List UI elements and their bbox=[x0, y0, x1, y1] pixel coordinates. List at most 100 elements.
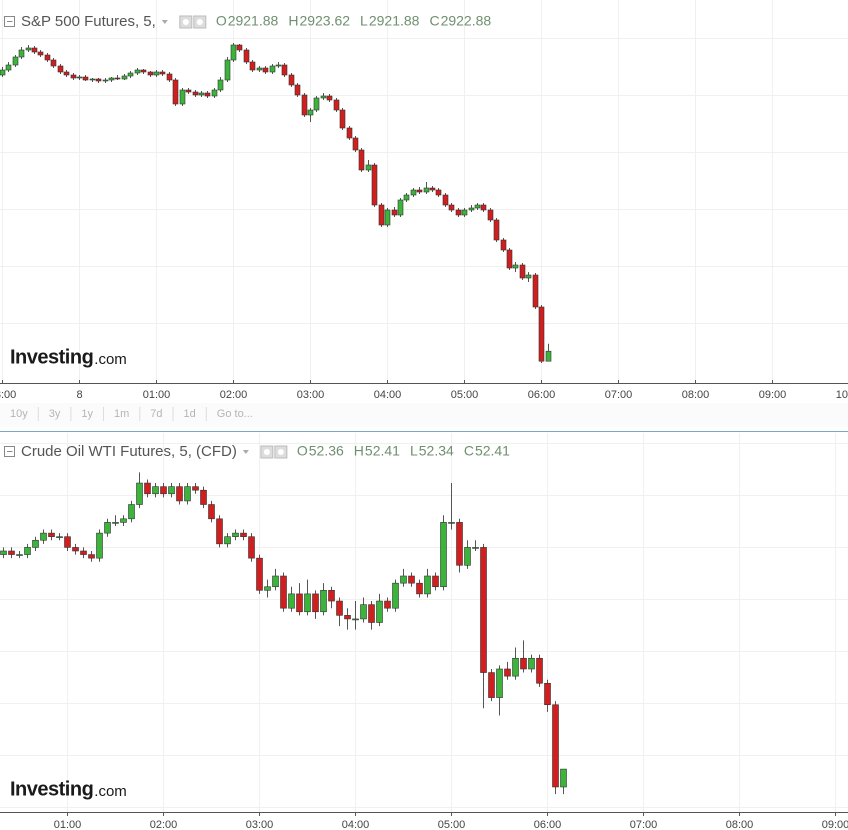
candle-body bbox=[25, 47, 32, 51]
ohlc-letter: H bbox=[288, 13, 298, 29]
candle-body bbox=[204, 92, 211, 97]
candle-body bbox=[493, 219, 500, 241]
candle-body bbox=[172, 79, 179, 105]
candle-body bbox=[249, 61, 256, 71]
candle-body bbox=[114, 77, 121, 80]
candle-body bbox=[12, 56, 19, 66]
candle-body bbox=[40, 532, 47, 541]
candle-body bbox=[307, 109, 314, 116]
candle-body bbox=[208, 504, 215, 520]
candle-body bbox=[424, 575, 431, 595]
candle-body bbox=[403, 194, 410, 201]
candle-body bbox=[368, 604, 375, 623]
ohlc-value: 2923.62 bbox=[299, 13, 350, 29]
candle-body bbox=[104, 522, 111, 534]
candle-body bbox=[440, 522, 447, 588]
x-tick-label: 23:00 bbox=[0, 389, 16, 401]
candle-body bbox=[64, 536, 71, 548]
x-tick-label: 02:00 bbox=[220, 389, 248, 401]
candle-body bbox=[456, 522, 463, 566]
dropdown-caret[interactable] bbox=[161, 20, 168, 24]
range-button[interactable]: 1y bbox=[81, 408, 93, 420]
candle-body bbox=[464, 547, 471, 566]
candle-body bbox=[442, 194, 449, 206]
range-button[interactable]: 1d bbox=[184, 408, 196, 420]
candle-body bbox=[102, 79, 109, 82]
candle-body bbox=[474, 204, 481, 209]
chart-title: Crude Oil WTI Futures, 5, (CFD) bbox=[21, 443, 237, 460]
candle-body bbox=[120, 518, 127, 523]
candle-body bbox=[480, 547, 487, 673]
candle-body bbox=[525, 274, 532, 279]
candle-body bbox=[320, 590, 327, 613]
candle-body bbox=[365, 164, 372, 171]
candle-body bbox=[512, 264, 519, 269]
candle-body bbox=[96, 532, 103, 559]
candle-body bbox=[63, 71, 70, 76]
candle-body bbox=[127, 72, 134, 77]
ohlc-value: 52.41 bbox=[365, 443, 400, 459]
candle-body bbox=[400, 575, 407, 584]
candle-body bbox=[280, 575, 287, 609]
candle-body bbox=[423, 187, 430, 193]
candle-body bbox=[416, 189, 423, 193]
x-tick-label: 09:00 bbox=[822, 819, 848, 830]
x-tick-label: 01:00 bbox=[54, 819, 82, 830]
candle-body bbox=[200, 489, 207, 505]
candle-body bbox=[70, 74, 77, 79]
range-button[interactable]: Go to... bbox=[217, 408, 253, 420]
ohlc-letter: O bbox=[297, 443, 308, 459]
candle-body bbox=[248, 536, 255, 559]
candle-body bbox=[320, 95, 327, 99]
candle-body bbox=[136, 482, 143, 505]
candle-body bbox=[448, 522, 455, 524]
candle-body bbox=[44, 54, 51, 61]
candle-body bbox=[538, 306, 545, 362]
candle-body bbox=[376, 600, 383, 623]
dropdown-caret[interactable] bbox=[242, 450, 249, 454]
candle-body bbox=[179, 89, 186, 105]
ohlc-value: 2921.88 bbox=[228, 13, 279, 29]
ohlc-value: 52.36 bbox=[309, 443, 344, 459]
range-button[interactable]: 10y bbox=[10, 408, 28, 420]
candle-body bbox=[232, 532, 239, 537]
watermark-brand: Investing bbox=[10, 346, 93, 368]
candle-body bbox=[147, 71, 154, 76]
candle-body bbox=[211, 89, 218, 97]
candle-body bbox=[520, 657, 527, 670]
candle-body bbox=[134, 69, 141, 74]
candle-body bbox=[32, 539, 39, 548]
candle-body bbox=[37, 51, 44, 56]
candle-body bbox=[480, 204, 487, 211]
chart-title: S&P 500 Futures, 5, bbox=[21, 13, 156, 30]
candle-body bbox=[416, 582, 423, 595]
candle-body bbox=[461, 209, 468, 216]
x-tick-label: 09:00 bbox=[759, 389, 787, 401]
candle-body bbox=[216, 518, 223, 545]
candle-body bbox=[198, 92, 205, 96]
candle-body bbox=[536, 657, 543, 684]
candle-body bbox=[346, 127, 353, 139]
candle-body bbox=[159, 71, 166, 75]
candle-body bbox=[236, 44, 243, 51]
candle-body bbox=[544, 682, 551, 706]
range-button[interactable]: 3y bbox=[49, 408, 61, 420]
candle-body bbox=[472, 547, 479, 549]
candle-body bbox=[408, 575, 415, 584]
range-button[interactable]: 7d bbox=[150, 408, 162, 420]
candle-body bbox=[468, 207, 475, 211]
candle-body bbox=[506, 249, 513, 269]
range-button[interactable]: 1m bbox=[114, 408, 129, 420]
grid-background bbox=[0, 433, 848, 812]
candle-body bbox=[352, 618, 359, 621]
candle-body bbox=[192, 91, 199, 96]
candle-body bbox=[392, 582, 399, 609]
x-tick-label: 01:00 bbox=[143, 389, 171, 401]
candle-body bbox=[339, 109, 346, 129]
candle-body bbox=[384, 600, 391, 609]
candle-body bbox=[224, 536, 231, 545]
candle-body bbox=[455, 209, 462, 216]
x-tick-label: 05:00 bbox=[451, 389, 479, 401]
